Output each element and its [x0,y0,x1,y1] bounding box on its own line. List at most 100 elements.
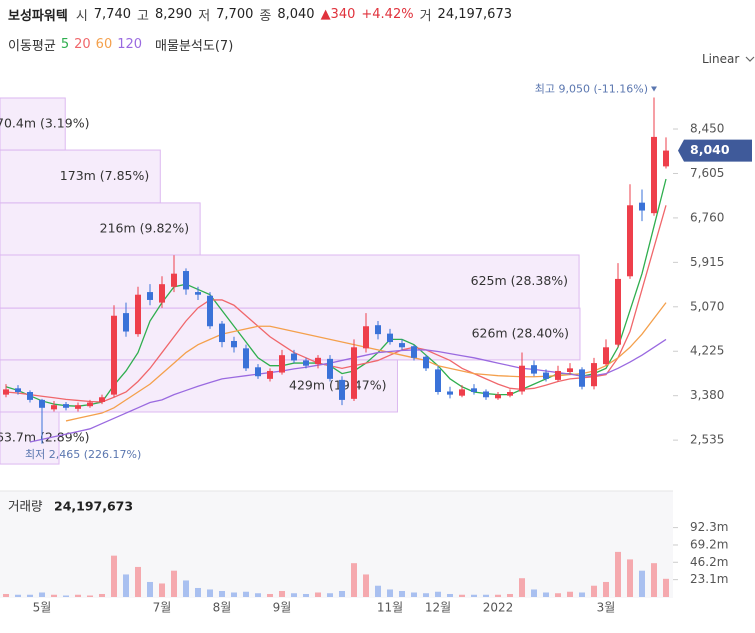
profile-band [0,97,66,151]
y-tick-label: 3,380 [690,388,724,402]
profile-label: 70.4m (3.19%) [0,116,89,131]
candle-body [507,392,513,396]
candle-body [3,389,9,395]
volume-bar [75,594,81,597]
volume-bar [411,592,417,597]
legend-entry[interactable]: 60 [95,36,113,52]
candle-body [207,295,213,327]
y-tick-label: 7,605 [690,166,724,180]
volume-bar [543,592,549,597]
volume-bar [363,574,369,597]
candle-body [375,325,381,335]
volume-tick-label: 92.3m [690,520,728,534]
volume-bar [591,585,597,597]
volume-bar [651,563,657,597]
profile-toggle[interactable]: 매물분석도(7) [155,38,234,54]
volume-bar [243,591,249,597]
high-annotation: 최고 9,050 (-11.16%) [535,82,648,95]
candle-body [15,388,21,393]
volume-bar [495,594,501,597]
volume-bar [387,589,393,597]
volume-bar [51,594,57,597]
legend-title: 이동평균 [8,38,56,54]
candle-body [483,391,489,398]
x-tick-label: 8월 [213,601,232,615]
quote-value: 24,197,673 [437,6,512,22]
y-tick-label: 2,535 [690,433,724,447]
volume-bar [147,581,153,597]
x-tick-label: 5월 [33,601,52,615]
volume-bar [471,594,477,597]
profile-band [0,307,581,361]
volume-bar [447,593,453,597]
volume-bar [207,589,213,597]
legend: 이동평균 5 20 60 120 매물분석도(7) [8,34,233,54]
quote-header: 보성파워텍 시 7,740 고 8,290 저 7,700 종 8,040 ▲340 +… [8,4,512,24]
volume-tick-label: 23.1m [690,572,728,586]
price-tag-label: 8,040 [690,142,730,157]
candle-body [255,367,261,377]
profile-label: 626m (28.40%) [472,326,569,341]
y-tick-label: 8,450 [690,122,724,136]
legend-entry[interactable]: 20 [74,36,91,52]
volume-bar [63,595,69,597]
volume-bar [183,580,189,597]
quote-label: 거 [419,8,432,24]
candle-body [459,389,465,396]
volume-bar [135,566,141,597]
scale-dropdown[interactable]: Linear [702,52,755,66]
volume-bar [15,594,21,597]
axes: 8,450 7,605 6,760 5,915 5,070 4,225 3,380 2,535… [8,82,752,615]
candle-body [351,347,357,399]
volume-tick-label: 46.2m [690,555,728,569]
profile-label: 216m (9.82%) [100,220,189,235]
volume-bar [3,593,9,597]
candle-body [627,205,633,277]
volume-bar [123,574,129,597]
candle-body [183,271,189,290]
volume-bar [423,593,429,597]
candle-body [447,391,453,395]
quote-label: 고 [137,8,149,24]
volume-bar [99,593,105,597]
candle-body [567,368,573,373]
candle-body [51,405,57,410]
volume-bar [159,583,165,597]
volume-bar [219,590,225,597]
legend-entry[interactable]: 120 [117,36,143,52]
x-tick-label: 7월 [153,601,172,615]
volume-bar [231,592,237,597]
volume-bar [435,591,441,597]
candle-body [291,353,297,361]
volume-bar [615,551,621,597]
quote-label: 시 [75,8,88,24]
candle-body [663,150,669,167]
volume-bar [567,591,573,597]
volume-last: 24,197,673 [54,499,133,514]
volume-bar [519,578,525,597]
quote-value: 8,290 [154,6,193,22]
candle-body [327,358,333,379]
quote-label: 저 [198,8,211,24]
volume-bar [327,593,333,597]
y-tick-label: 6,760 [690,210,724,224]
y-tick-label: 5,915 [690,255,724,269]
scale-label: Linear [702,52,740,66]
candle-body [279,355,285,373]
legend-entry[interactable]: 5 [60,36,70,52]
candle-body [603,347,609,365]
candle-body [315,357,321,365]
candle-body [147,292,153,300]
candle-body [399,343,405,348]
candle-body [555,370,561,380]
volume-bar [39,592,45,597]
candle-body [519,365,525,392]
volume-tick-label: 69.2m [690,537,728,551]
candle-body [531,365,537,374]
volume-bar [531,589,537,597]
volume-bar [27,594,33,597]
volume-bar [627,559,633,597]
candle-body [99,397,105,402]
